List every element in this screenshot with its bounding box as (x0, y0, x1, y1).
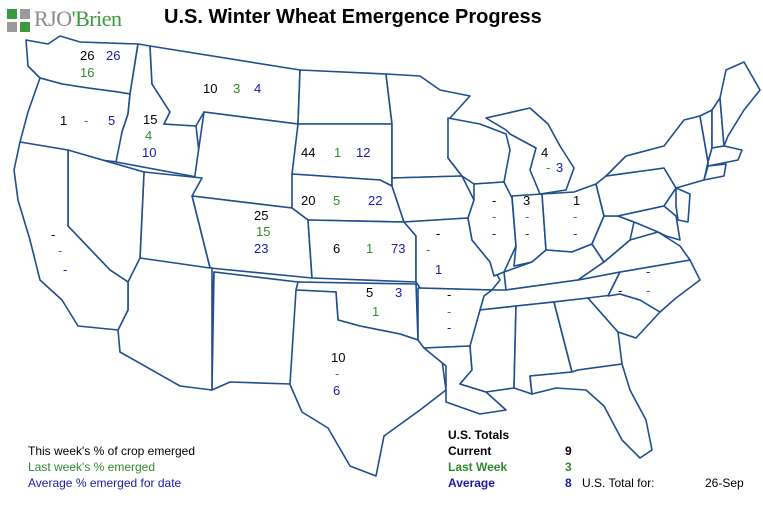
state-wa-last: 16 (80, 65, 95, 80)
state-ar-current: - (447, 287, 452, 302)
state-ks-current: 6 (333, 241, 341, 256)
state-mi-avg: 3 (556, 160, 564, 175)
state-outlines (13, 35, 761, 477)
state-ca-last: - (58, 243, 63, 258)
logo-text: RJO'Brien (34, 6, 122, 32)
state-wa-avg: 26 (106, 48, 121, 63)
state-ne-avg: 22 (368, 193, 383, 208)
state-in-current: 3 (523, 193, 531, 208)
totals-current-label: Current (448, 444, 492, 458)
state-sd-avg: 12 (356, 145, 371, 160)
state-il-avg: - (492, 226, 497, 241)
state-or-current: 1 (60, 113, 68, 128)
totals-last-label: Last Week (448, 460, 508, 474)
state-ca-avg: - (63, 262, 68, 277)
logo-mark-icon (7, 9, 30, 32)
state-mo-avg: 1 (435, 262, 443, 277)
state-mt-avg: 4 (254, 81, 262, 96)
state-ia (391, 175, 475, 223)
total-for-date: 26-Sep (705, 476, 744, 490)
state-nd (297, 69, 393, 125)
legend-current: This week's % of crop emerged (28, 444, 196, 458)
state-tx-current: 10 (331, 350, 346, 365)
state-mi-last: - (546, 160, 551, 175)
state-in-last: - (525, 209, 530, 224)
state-or-avg: 5 (108, 113, 116, 128)
totals-avg-value: 8 (565, 476, 572, 490)
totals-avg-label: Average (448, 476, 495, 490)
state-ca-current: - (51, 227, 56, 242)
state-mt-current: 10 (203, 81, 218, 96)
state-mo-last: - (426, 242, 431, 257)
state-ks-last: 1 (366, 241, 374, 256)
legend-last: Last week's % emerged (28, 460, 156, 474)
state-sd-current: 44 (301, 145, 316, 160)
state-ar-avg: - (447, 320, 452, 335)
totals-heading: U.S. Totals (448, 428, 510, 442)
state-id-current: 15 (143, 112, 158, 127)
state-sd-last: 1 (334, 145, 342, 160)
state-ok-last: 1 (372, 304, 380, 319)
state-wa-current: 26 (80, 48, 95, 63)
state-or-last: - (84, 113, 89, 128)
totals-current-value: 9 (565, 444, 572, 458)
state-ca (13, 141, 129, 331)
state-in-avg: - (525, 226, 530, 241)
totals-last-value: 3 (565, 460, 572, 474)
page-title: U.S. Winter Wheat Emergence Progress (164, 6, 542, 28)
state-oh-last: - (573, 209, 578, 224)
state-co-avg: 23 (254, 241, 269, 256)
logo-text-b: 'Brien (71, 6, 122, 31)
state-ks-avg: 73 (391, 241, 406, 256)
state-nc-avg: - (646, 264, 651, 279)
state-ok-avg: 3 (395, 285, 403, 300)
state-ct (703, 163, 727, 181)
state-oh-avg: - (573, 226, 578, 241)
state-nj (675, 187, 691, 223)
state-nm (211, 271, 299, 391)
state-oh-current: 1 (573, 193, 581, 208)
state-tx-avg: 6 (333, 383, 341, 398)
state-co-current: 25 (254, 208, 269, 223)
state-mi-current: 4 (541, 145, 549, 160)
state-wy (191, 111, 299, 209)
state-il-last: - (492, 209, 497, 224)
total-for-label: U.S. Total for: (582, 476, 655, 490)
state-ne-current: 20 (301, 193, 316, 208)
state-ok-current: 5 (366, 285, 374, 300)
state-fl (529, 363, 653, 459)
state-tx-last: - (335, 366, 340, 381)
state-co-last: 15 (256, 224, 271, 239)
state-mo-current: - (436, 226, 441, 241)
logo-text-a: RJO (34, 6, 72, 31)
state-me (719, 61, 761, 147)
state-il (467, 181, 517, 277)
state-id-avg: 10 (142, 145, 157, 160)
state-mi (485, 107, 575, 195)
state-mt-last: 3 (233, 81, 241, 96)
state-nc-current: - (618, 283, 623, 298)
state-nc-last: - (646, 283, 651, 298)
legend-avg: Average % emerged for date (28, 476, 182, 490)
state-ar-last: - (447, 304, 452, 319)
state-id-last: 4 (145, 128, 153, 143)
state-ne-last: 5 (333, 193, 341, 208)
state-ma (707, 145, 743, 167)
state-il-current: - (492, 193, 497, 208)
state-md (617, 205, 681, 241)
